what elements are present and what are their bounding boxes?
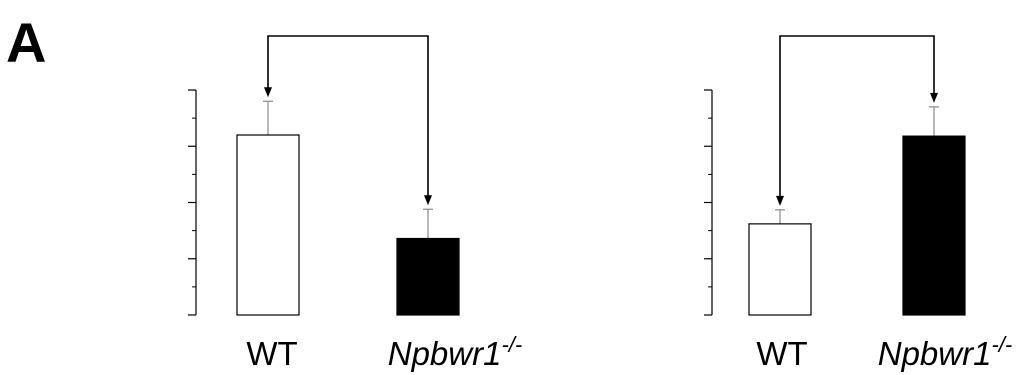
significance-arrowhead bbox=[424, 195, 432, 206]
category-label-superscript: -/- bbox=[501, 332, 522, 357]
bar-wt bbox=[748, 223, 812, 316]
contact-time-chart: WT Npbwr1-/- bbox=[704, 35, 1012, 372]
category-label-text: Npbwr1 bbox=[878, 335, 992, 372]
category-label: WT bbox=[756, 335, 807, 372]
category-label-text: Npbwr1 bbox=[388, 335, 502, 372]
significance-arrowhead bbox=[264, 87, 272, 98]
category-label: Npbwr1-/- bbox=[388, 332, 522, 372]
bar-npbwr1-ko bbox=[396, 237, 460, 316]
category-label: Npbwr1-/- bbox=[878, 332, 1012, 372]
significance-arrowhead bbox=[776, 195, 784, 206]
category-label: WT bbox=[246, 335, 297, 372]
significance-bracket bbox=[779, 35, 935, 198]
bar-npbwr1-ko bbox=[902, 135, 966, 316]
bar-wt bbox=[236, 134, 300, 316]
significance-arrowhead bbox=[930, 92, 938, 103]
latency-chart: WT Npbwr1-/- bbox=[188, 35, 522, 372]
panel-letter: A bbox=[6, 11, 46, 74]
category-label-text: WT bbox=[756, 335, 807, 372]
category-label-superscript: -/- bbox=[991, 332, 1012, 357]
category-label-text: WT bbox=[246, 335, 297, 372]
significance-bracket bbox=[267, 35, 429, 198]
